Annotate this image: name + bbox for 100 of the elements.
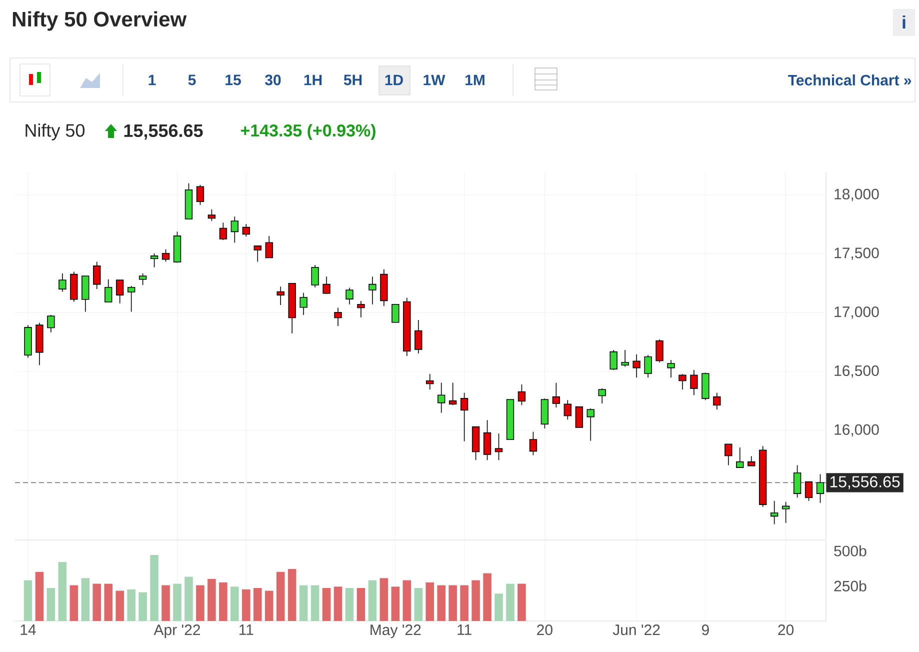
ref-line-label: 15,556.65 bbox=[830, 476, 900, 490]
bar bbox=[356, 588, 366, 621]
x-tick-label: 14 bbox=[20, 624, 36, 635]
candlestick bbox=[242, 224, 250, 238]
text: 1D bbox=[385, 74, 403, 86]
bar bbox=[253, 588, 262, 621]
y-tick-label: 17,000 bbox=[834, 306, 879, 319]
bar bbox=[483, 573, 492, 621]
y-tick-label: 16,500 bbox=[834, 365, 879, 378]
candlestick bbox=[748, 456, 756, 466]
bar bbox=[264, 590, 274, 621]
candlestick bbox=[150, 252, 158, 268]
candlestick bbox=[196, 184, 204, 206]
candlestick bbox=[58, 272, 66, 292]
candlestick bbox=[127, 286, 136, 312]
bar bbox=[414, 588, 423, 621]
text: 30 bbox=[265, 74, 281, 86]
bar bbox=[472, 580, 480, 621]
candlestick bbox=[782, 501, 790, 524]
bar bbox=[334, 586, 342, 621]
candlestick bbox=[690, 370, 698, 396]
candlestick bbox=[138, 272, 147, 286]
y-tick-label: 500b bbox=[834, 545, 866, 556]
bar bbox=[322, 588, 331, 621]
text: i bbox=[902, 15, 906, 29]
bar bbox=[35, 572, 44, 621]
candlestick bbox=[793, 464, 802, 498]
text: 5 bbox=[188, 74, 196, 86]
candlestick bbox=[644, 354, 652, 378]
text: 1H bbox=[304, 74, 322, 86]
bar bbox=[173, 584, 182, 621]
candlestick bbox=[104, 278, 112, 302]
candlestick bbox=[678, 374, 686, 390]
candlestick bbox=[804, 481, 813, 502]
candlestick bbox=[47, 314, 55, 333]
candlestick bbox=[598, 388, 606, 404]
candlestick bbox=[334, 307, 342, 326]
bar bbox=[230, 586, 239, 621]
candlestick bbox=[529, 431, 538, 456]
bar bbox=[92, 584, 102, 621]
bar bbox=[288, 569, 296, 621]
bar bbox=[506, 584, 514, 621]
text: Technical Chart » bbox=[788, 74, 912, 86]
candlestick bbox=[311, 264, 319, 288]
candlestick bbox=[656, 339, 664, 363]
bar bbox=[310, 585, 320, 621]
candlestick bbox=[162, 248, 170, 262]
bar bbox=[368, 580, 377, 621]
bar bbox=[460, 585, 468, 621]
x-tick-label: Jun '22 bbox=[612, 624, 660, 636]
chart-title: Nifty 50 Overview bbox=[12, 11, 187, 31]
candlestick bbox=[414, 320, 422, 354]
candlestick bbox=[265, 236, 273, 258]
candlestick bbox=[667, 360, 675, 378]
text: 15 bbox=[226, 74, 241, 86]
candlestick bbox=[346, 287, 354, 305]
text: +143.35 (+0.93%) bbox=[240, 124, 376, 140]
candlestick bbox=[724, 444, 732, 466]
bar bbox=[58, 562, 67, 621]
candlestick bbox=[586, 408, 594, 442]
bar bbox=[116, 590, 124, 621]
x-tick-label: 20 bbox=[778, 624, 794, 636]
x-tick-label: 20 bbox=[537, 624, 552, 636]
bar bbox=[345, 588, 354, 621]
candlestick bbox=[713, 392, 721, 410]
candlestick bbox=[621, 350, 629, 368]
candlestick bbox=[82, 276, 90, 312]
candlestick bbox=[426, 374, 434, 390]
bar bbox=[437, 585, 446, 621]
bar bbox=[402, 580, 412, 621]
candlestick bbox=[770, 500, 778, 525]
bar bbox=[196, 585, 204, 621]
candlestick bbox=[357, 300, 365, 318]
candlestick bbox=[736, 447, 744, 468]
bar bbox=[127, 589, 136, 621]
candlestick bbox=[483, 420, 492, 461]
bar bbox=[448, 585, 457, 621]
candlestick bbox=[322, 276, 330, 294]
text: 1W bbox=[424, 74, 446, 86]
text: 1M bbox=[466, 74, 484, 86]
x-tick-label: May '22 bbox=[370, 624, 421, 638]
bar bbox=[299, 585, 308, 621]
bar bbox=[162, 585, 170, 621]
bar bbox=[70, 585, 78, 621]
bar bbox=[184, 576, 193, 621]
bar bbox=[391, 586, 400, 621]
candlestick bbox=[392, 304, 400, 323]
candlestick bbox=[230, 216, 239, 244]
candlestick bbox=[116, 280, 124, 304]
x-tick-label: 11 bbox=[240, 624, 254, 635]
x-tick-label: 9 bbox=[702, 624, 709, 636]
bar bbox=[46, 588, 56, 621]
candlestick bbox=[448, 382, 457, 406]
candlestick bbox=[632, 354, 640, 378]
y-tick-label: 16,000 bbox=[834, 424, 879, 437]
candlestick bbox=[276, 286, 284, 306]
candlestick bbox=[93, 261, 101, 290]
candlestick bbox=[564, 400, 572, 420]
bar bbox=[81, 578, 90, 621]
y-tick-label: 250b bbox=[834, 580, 866, 592]
